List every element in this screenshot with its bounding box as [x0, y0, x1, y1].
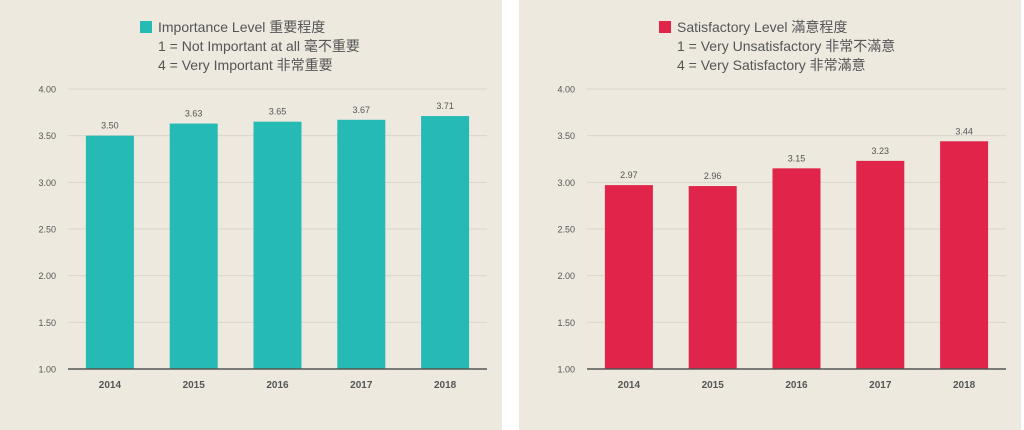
satisfaction-legend-scale-min: 1 = Very Unsatisfactory 非常不滿意 [677, 38, 896, 54]
satisfaction-data-label: 2.96 [704, 171, 722, 181]
importance-legend-scale-max: 4 = Very Important 非常重要 [158, 57, 333, 73]
satisfaction-xtick-label: 2017 [869, 380, 892, 391]
importance-bar [253, 121, 302, 370]
satisfaction-legend-scale-max: 4 = Very Satisfactory 非常滿意 [677, 57, 866, 73]
satisfaction-bar [772, 168, 821, 369]
importance-xtick-label: 2015 [183, 380, 206, 391]
importance-bar-chart: 1.00 1.50 2.00 2.50 3.00 3.50 4.00 3.50 2014 3.63… [38, 85, 487, 391]
satisfaction-legend: Satisfactory Level 滿意程度 1 = Very Unsatis… [659, 18, 895, 75]
importance-xtick-label: 2018 [434, 380, 457, 391]
importance-data-label: 3.67 [353, 105, 371, 115]
satisfaction-bar [604, 185, 653, 369]
importance-bar [337, 119, 386, 369]
satisfaction-data-label: 2.97 [620, 170, 638, 180]
importance-data-label: 3.63 [185, 109, 203, 119]
importance-bar [85, 135, 134, 369]
importance-xtick-label: 2017 [350, 380, 373, 391]
importance-chart-panel: Importance Level 重要程度 1 = Not Important … [0, 0, 502, 430]
importance-ytick-label: 3.50 [38, 131, 56, 141]
importance-ytick-label: 1.50 [38, 318, 56, 328]
satisfaction-xtick-label: 2016 [785, 380, 808, 391]
importance-bar [169, 123, 218, 370]
satisfaction-legend-title: Satisfactory Level 滿意程度 [677, 19, 848, 35]
satisfaction-bar [940, 141, 989, 369]
satisfaction-ytick-label: 2.50 [557, 225, 575, 235]
importance-legend-title: Importance Level 重要程度 [158, 19, 326, 35]
satisfaction-xtick-label: 2015 [702, 380, 725, 391]
importance-xtick-label: 2016 [266, 380, 289, 391]
satisfaction-data-label: 3.44 [955, 126, 973, 136]
satisfaction-xtick-label: 2018 [953, 380, 976, 391]
satisfaction-bar [688, 186, 737, 369]
importance-xtick-label: 2014 [99, 380, 122, 391]
importance-legend: Importance Level 重要程度 1 = Not Important … [140, 18, 360, 75]
satisfaction-ytick-label: 1.50 [557, 318, 575, 328]
satisfaction-ytick-label: 2.00 [557, 271, 575, 281]
importance-ytick-label: 2.00 [38, 271, 56, 281]
importance-data-label: 3.71 [436, 101, 454, 111]
importance-legend-scale-min: 1 = Not Important at all 毫不重要 [158, 38, 360, 54]
importance-bar [421, 116, 470, 369]
satisfaction-bar [856, 160, 905, 369]
importance-ytick-label: 2.50 [38, 225, 56, 235]
importance-legend-swatch [140, 21, 152, 33]
satisfaction-xtick-label: 2014 [618, 380, 641, 391]
importance-ytick-label: 3.00 [38, 178, 56, 188]
importance-data-label: 3.50 [101, 121, 119, 131]
satisfaction-chart-panel: Satisfactory Level 滿意程度 1 = Very Unsatis… [519, 0, 1021, 430]
importance-ytick-label: 4.00 [38, 85, 56, 95]
satisfaction-ytick-label: 4.00 [557, 85, 575, 95]
satisfaction-legend-swatch [659, 21, 671, 33]
satisfaction-data-label: 3.23 [872, 146, 890, 156]
importance-ytick-label: 1.00 [38, 365, 56, 375]
satisfaction-ytick-label: 1.00 [557, 365, 575, 375]
satisfaction-ytick-label: 3.50 [557, 131, 575, 141]
satisfaction-ytick-label: 3.00 [557, 178, 575, 188]
satisfaction-bar-chart: 1.00 1.50 2.00 2.50 3.00 3.50 4.00 2.97 2014 2.96… [557, 85, 1006, 391]
importance-data-label: 3.65 [269, 107, 287, 117]
satisfaction-data-label: 3.15 [788, 153, 806, 163]
